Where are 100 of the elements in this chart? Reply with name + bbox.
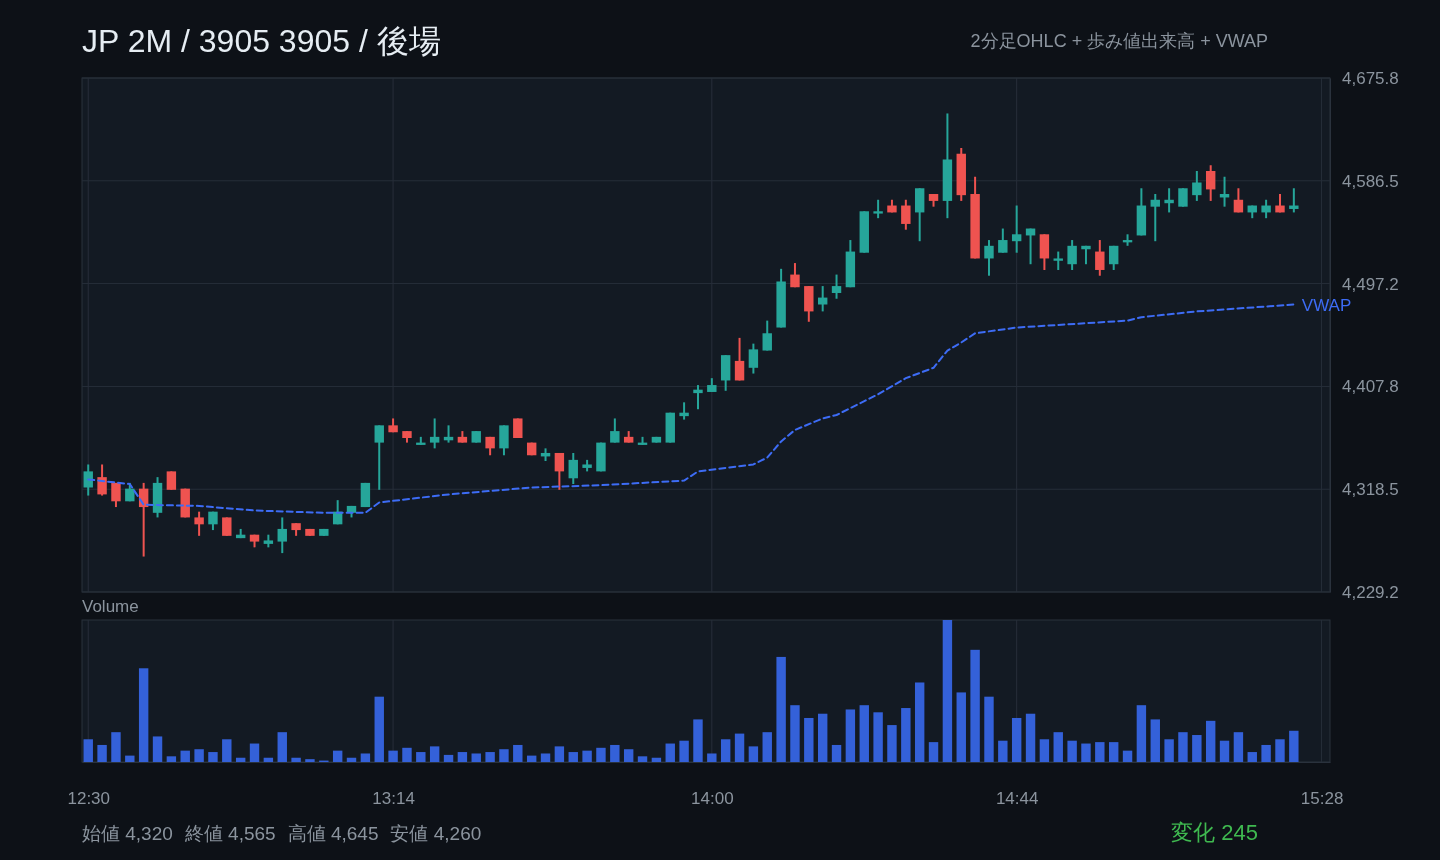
bar <box>222 739 232 762</box>
bar <box>914 682 925 762</box>
bar <box>1136 705 1147 762</box>
bar <box>1108 742 1119 762</box>
bar <box>998 740 1008 762</box>
bar <box>970 649 980 762</box>
bar <box>804 717 814 762</box>
bar <box>887 725 897 762</box>
bar <box>235 757 246 762</box>
y-tick-label: 4,407.8 <box>1342 377 1399 397</box>
bar <box>859 705 869 762</box>
bar <box>513 744 523 762</box>
bar <box>208 752 218 762</box>
bar <box>1289 730 1299 762</box>
bar <box>623 749 634 762</box>
bar <box>1219 740 1230 762</box>
bar <box>790 705 800 762</box>
bar <box>457 752 468 762</box>
candlestick <box>817 285 828 313</box>
bar <box>194 749 204 762</box>
candlestick <box>222 516 232 537</box>
x-tick-label: 15:28 <box>1300 789 1344 809</box>
candlestick <box>790 262 800 289</box>
bar <box>402 747 412 762</box>
bar <box>1164 739 1174 762</box>
candlestick <box>499 424 509 457</box>
y-tick-label: 4,318.5 <box>1342 480 1399 500</box>
bar <box>665 743 675 762</box>
bar <box>984 696 994 762</box>
bar <box>679 740 689 762</box>
bar <box>637 756 648 762</box>
bar <box>1233 732 1244 762</box>
bar <box>429 746 440 762</box>
candlestick <box>610 417 620 444</box>
bar <box>416 752 426 762</box>
bar <box>928 742 939 762</box>
candlestick <box>1011 204 1022 254</box>
series-label: VWAP <box>1301 295 1352 315</box>
bar <box>180 750 190 762</box>
candlestick <box>1164 187 1174 214</box>
bar <box>388 750 398 762</box>
candlestick <box>111 481 121 509</box>
text: 高値 4,645 <box>287 823 379 844</box>
bar <box>720 739 731 762</box>
bar <box>526 755 537 762</box>
candlestick <box>873 198 883 220</box>
y-tick-label: 4,229.2 <box>1342 582 1399 602</box>
x-tick-label: 14:44 <box>995 789 1039 809</box>
bar <box>582 750 592 762</box>
bar <box>610 744 620 762</box>
bar <box>1081 743 1091 762</box>
bar <box>443 754 454 762</box>
bar <box>346 757 357 762</box>
candlestick <box>194 510 204 537</box>
bar <box>249 743 260 762</box>
bar <box>263 757 274 762</box>
bar <box>83 739 93 762</box>
candlestick <box>693 384 703 411</box>
candlestick <box>374 424 384 491</box>
candlestick <box>1289 187 1299 214</box>
candlestick <box>901 198 911 231</box>
bar <box>1095 742 1105 762</box>
candlestick <box>1192 169 1202 202</box>
y-tick-label: 4,497.2 <box>1342 274 1399 294</box>
bar <box>845 709 856 762</box>
bar <box>651 757 662 762</box>
bar <box>831 744 842 762</box>
candlestick <box>1205 164 1216 202</box>
bar <box>1205 720 1216 762</box>
bar <box>374 696 384 762</box>
candlestick <box>1150 193 1160 243</box>
x-tick-label: 13:14 <box>372 789 415 809</box>
candlestick <box>984 239 994 277</box>
candlestick <box>734 336 745 382</box>
x-tick-label: 12:30 <box>67 789 111 809</box>
candlestick <box>568 451 578 486</box>
candlestick <box>1095 239 1105 277</box>
bar <box>1067 740 1077 762</box>
text: 安値 4,260 <box>390 823 482 844</box>
bar <box>485 752 495 762</box>
bar <box>776 656 786 762</box>
bar <box>152 736 163 762</box>
bar <box>817 713 828 762</box>
bar <box>305 759 315 762</box>
bar <box>942 620 953 762</box>
candlestick <box>429 417 440 450</box>
candlestick <box>1233 187 1244 214</box>
candlestick <box>1178 187 1188 208</box>
bar <box>554 746 565 762</box>
y-tick-label: 4,586.5 <box>1342 171 1399 191</box>
candlestick <box>998 227 1008 254</box>
bar <box>1150 719 1160 762</box>
bar <box>360 753 371 762</box>
chart-title: JP 2M / 3905 3905 / 後場 <box>82 23 441 59</box>
bar <box>138 668 149 762</box>
candlestick <box>748 342 759 375</box>
candlestick <box>762 319 772 352</box>
bar <box>693 719 703 762</box>
bar <box>1275 739 1285 762</box>
bar <box>471 753 481 762</box>
